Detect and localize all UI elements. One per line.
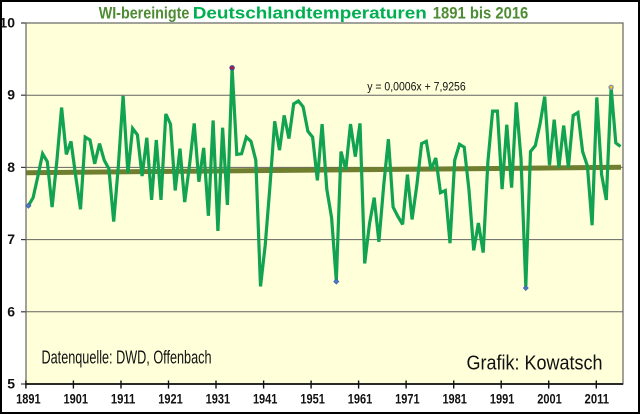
svg-text:7: 7 bbox=[7, 231, 15, 247]
svg-text:6: 6 bbox=[7, 303, 15, 319]
svg-text:1911: 1911 bbox=[111, 392, 136, 407]
svg-text:1951: 1951 bbox=[300, 392, 325, 407]
svg-text:y = 0,0006x + 7,9256: y = 0,0006x + 7,9256 bbox=[367, 82, 466, 94]
svg-text:Datenquelle: DWD, Offenbach: Datenquelle: DWD, Offenbach bbox=[42, 348, 212, 368]
svg-text:1971: 1971 bbox=[395, 392, 420, 407]
svg-text:Deutschlandtemperaturen: Deutschlandtemperaturen bbox=[193, 4, 427, 22]
svg-text:1901: 1901 bbox=[64, 392, 89, 407]
svg-text:Grafik: Kowatsch: Grafik: Kowatsch bbox=[467, 353, 603, 375]
svg-text:1921: 1921 bbox=[158, 392, 183, 407]
svg-text:1891: 1891 bbox=[16, 392, 41, 407]
svg-text:1961: 1961 bbox=[348, 392, 373, 407]
svg-text:9: 9 bbox=[7, 87, 15, 103]
svg-text:1991: 1991 bbox=[490, 392, 515, 407]
svg-text:WI-bereinigte: WI-bereinigte bbox=[99, 4, 190, 22]
svg-text:5: 5 bbox=[7, 376, 15, 392]
svg-text:10: 10 bbox=[0, 15, 15, 31]
svg-text:1891 bis 2016: 1891 bis 2016 bbox=[433, 4, 529, 22]
svg-text:1981: 1981 bbox=[442, 392, 467, 407]
svg-text:1941: 1941 bbox=[253, 392, 278, 407]
svg-text:8: 8 bbox=[7, 159, 15, 175]
svg-text:2011: 2011 bbox=[585, 392, 610, 407]
svg-text:2001: 2001 bbox=[537, 392, 562, 407]
svg-text:1931: 1931 bbox=[206, 392, 231, 407]
